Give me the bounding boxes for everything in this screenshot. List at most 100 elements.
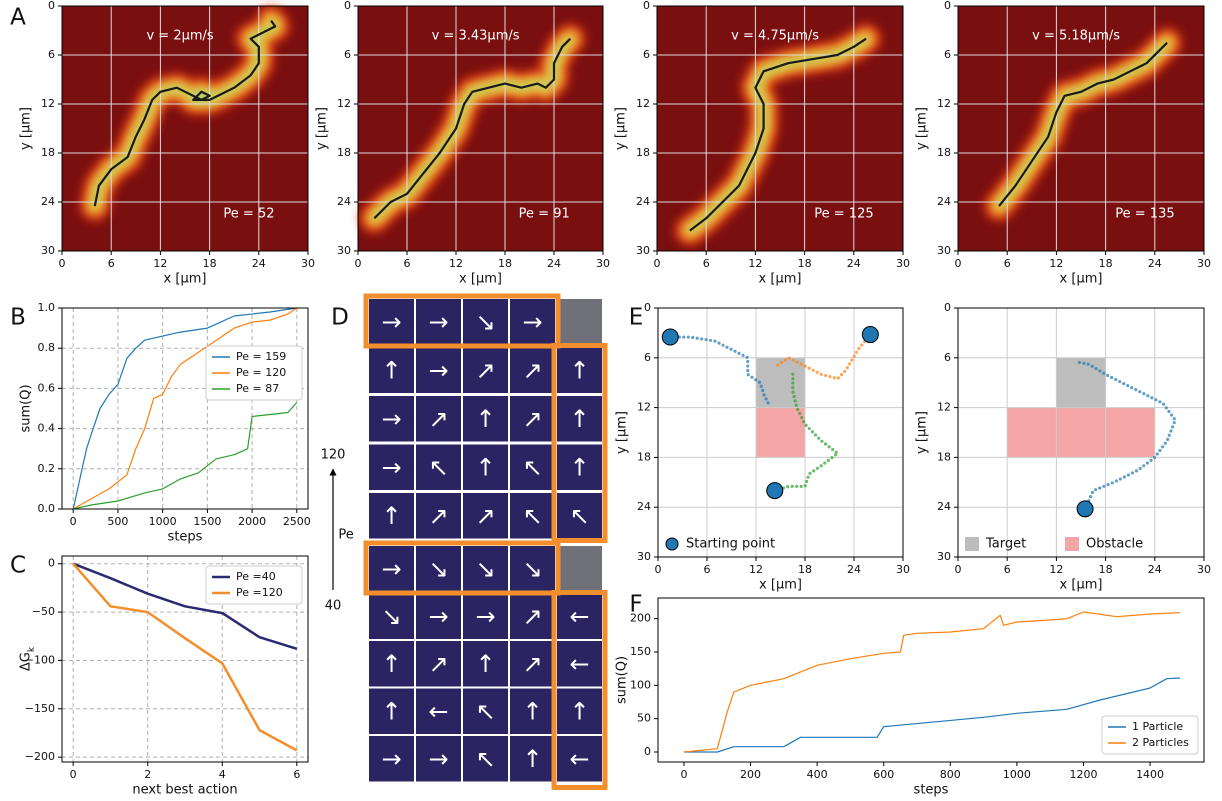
y-tick-label: 0 [643, 0, 650, 12]
y-tick-label: 18 [636, 146, 650, 159]
annotation: v = 3.43μm/s [432, 29, 520, 44]
x-tick-label: 600 [873, 768, 894, 781]
y-tick-label: 150 [630, 645, 651, 658]
action-arrow: ↑ [475, 454, 495, 482]
y-tick-label: −200 [25, 750, 55, 763]
y-axis-label: sum(Q) [19, 384, 34, 432]
action-arrow: ↑ [381, 650, 401, 678]
figure: ABCDEF06121824300612182430v = 2μm/sPe = … [0, 0, 1222, 797]
x-tick-label: 0 [955, 257, 962, 270]
action-arrow: ↖ [522, 502, 542, 530]
legend-label: Obstacle [1086, 537, 1143, 552]
y-tick-label: 6 [944, 351, 951, 364]
region [1007, 408, 1155, 458]
panel-label: D [331, 305, 349, 331]
legend-swatch [965, 537, 979, 551]
legend-swatch [666, 538, 678, 550]
legend-label: 2 Particles [1132, 736, 1189, 749]
x-axis-label: next best action [132, 783, 237, 798]
series-line [73, 308, 297, 509]
action-arrow: ↗ [522, 650, 542, 678]
y-tick-label: 0 [944, 0, 951, 12]
x-tick-label: 2500 [283, 515, 311, 528]
action-arrow: ↑ [381, 698, 401, 726]
panel-label: A [10, 5, 26, 31]
action-arrow: → [381, 745, 401, 773]
x-tick-label: 6 [293, 768, 300, 781]
annotation: Pe = 52 [223, 207, 274, 222]
x-axis-label: x [μm] [1060, 272, 1103, 287]
action-arrow: ↘ [475, 555, 495, 583]
y-tick-label: 30 [937, 550, 951, 563]
legend-label: 1 Particle [1132, 720, 1183, 733]
x-tick-label: 0 [680, 768, 687, 781]
x-tick-label: 0 [70, 768, 77, 781]
region [756, 408, 805, 458]
x-tick-label: 30 [1197, 257, 1211, 270]
x-axis-label: x [μm] [759, 272, 802, 287]
action-arrow: ↑ [522, 745, 542, 773]
x-tick-label: 12 [1049, 563, 1063, 576]
y-tick-label: 200 [630, 612, 651, 625]
annotation: v = 4.75μm/s [731, 29, 819, 44]
cell [557, 299, 602, 345]
x-tick-label: 1000 [149, 515, 177, 528]
y-tick-label: 12 [637, 401, 651, 414]
x-tick-label: 30 [896, 563, 910, 576]
x-tick-label: 24 [1148, 563, 1162, 576]
x-tick-label: 12 [1049, 257, 1063, 270]
legend-label: Pe =40 [236, 570, 276, 583]
region [756, 358, 805, 408]
action-arrow: ↖ [569, 502, 589, 530]
legend-label: Pe =120 [236, 586, 283, 599]
action-arrow: ↗ [428, 405, 448, 433]
y-tick-label: 50 [637, 712, 651, 725]
cell [557, 546, 602, 592]
y-tick-label: 12 [937, 401, 951, 414]
action-arrow: ↑ [569, 698, 589, 726]
region [1056, 358, 1105, 408]
y-tick-label: 30 [937, 244, 951, 257]
y-tick-label: 24 [636, 195, 650, 208]
x-tick-label: 18 [798, 563, 812, 576]
action-arrow: ← [569, 745, 589, 773]
x-tick-label: 6 [704, 563, 711, 576]
x-tick-label: 1500 [193, 515, 221, 528]
action-arrow: ↖ [475, 745, 495, 773]
x-tick-label: 0 [955, 563, 962, 576]
y-tick-label: 6 [344, 48, 351, 61]
annotation: Pe = 135 [1115, 207, 1174, 222]
x-tick-label: 18 [798, 257, 812, 270]
axes-frame [62, 308, 308, 509]
y-tick-label: 18 [937, 450, 951, 463]
x-tick-label: 12 [749, 563, 763, 576]
y-tick-label: 24 [937, 500, 951, 513]
y-tick-label: 18 [41, 146, 55, 159]
y-axis-label: sum(Q) [615, 656, 630, 704]
legend-swatch [1065, 537, 1079, 551]
y-tick-label: 0 [644, 745, 651, 758]
legend-label: Starting point [686, 537, 775, 552]
x-tick-label: 12 [449, 257, 463, 270]
legend-label: Pe = 159 [236, 350, 286, 363]
y-tick-label: 0 [644, 301, 651, 314]
action-arrow: → [428, 745, 448, 773]
x-tick-label: 24 [847, 257, 861, 270]
x-tick-label: 1400 [1136, 768, 1164, 781]
action-arrow: ↖ [428, 454, 448, 482]
panel-label: C [10, 553, 26, 579]
annotation: v = 2μm/s [146, 29, 213, 44]
action-arrow: ← [428, 698, 448, 726]
action-arrow: ↑ [569, 405, 589, 433]
x-tick-label: 18 [1099, 563, 1113, 576]
y-tick-label: 30 [41, 244, 55, 257]
starting-point [862, 327, 878, 343]
x-axis-label: steps [914, 783, 949, 798]
y-tick-label: −150 [25, 702, 55, 715]
legend-label: Pe = 120 [236, 366, 286, 379]
action-arrow: → [428, 308, 448, 336]
action-arrow: ↑ [569, 357, 589, 385]
y-tick-label: 24 [937, 195, 951, 208]
y-tick-label: −50 [32, 605, 55, 618]
x-tick-label: 18 [203, 257, 217, 270]
